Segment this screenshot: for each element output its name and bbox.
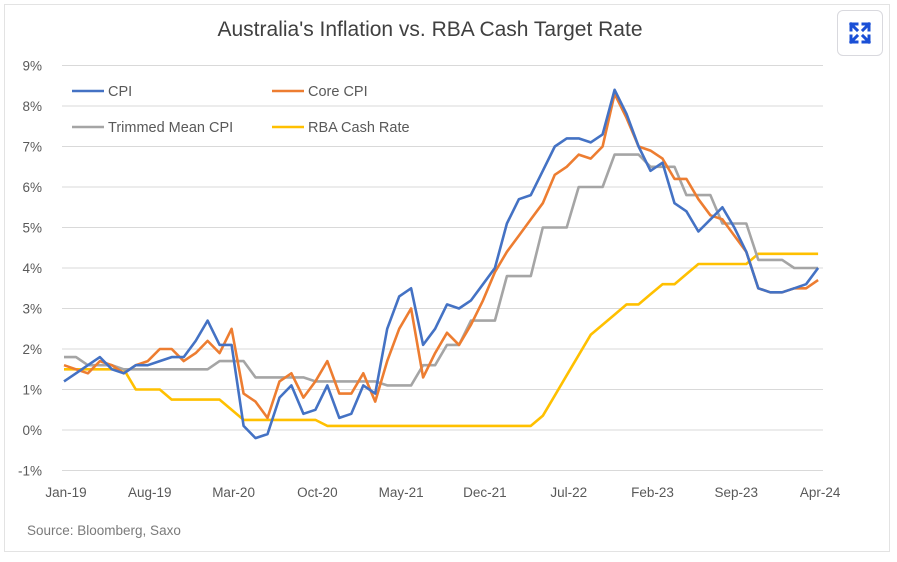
x-tick-label: Oct-20 xyxy=(297,485,338,500)
series-line-core-cpi xyxy=(63,92,819,420)
y-tick-label: 8% xyxy=(22,99,42,114)
y-tick-label: 2% xyxy=(22,342,42,357)
expand-button[interactable] xyxy=(837,10,883,56)
expand-icon xyxy=(848,21,872,45)
legend-label: Core CPI xyxy=(308,84,368,100)
series-line-trimmed-mean-cpi xyxy=(64,153,819,387)
x-tick-label: Jul-22 xyxy=(550,485,587,500)
x-tick-label: Jan-19 xyxy=(45,485,86,500)
y-tick-label: 5% xyxy=(22,221,42,236)
x-tick-label: Sep-23 xyxy=(715,485,759,500)
series-line-rba-cash-rate xyxy=(64,252,819,428)
series-line-cpi xyxy=(63,88,820,440)
y-tick-label: 4% xyxy=(22,261,42,276)
legend-label: RBA Cash Rate xyxy=(308,120,410,136)
x-tick-label: Feb-23 xyxy=(631,485,674,500)
y-tick-label: 1% xyxy=(22,383,42,398)
y-tick-label: 9% xyxy=(22,59,42,74)
legend-label: Trimmed Mean CPI xyxy=(108,120,233,136)
x-tick-label: May-21 xyxy=(379,485,424,500)
y-tick-label: -1% xyxy=(18,464,42,479)
y-tick-label: 6% xyxy=(22,180,42,195)
x-tick-label: Aug-19 xyxy=(128,485,172,500)
chart-card xyxy=(4,4,890,552)
legend-label: CPI xyxy=(108,84,132,100)
source-note: Source: Bloomberg, Saxo xyxy=(27,523,181,538)
y-tick-label: 7% xyxy=(22,140,42,155)
y-tick-label: 3% xyxy=(22,302,42,317)
x-tick-label: Apr-24 xyxy=(800,485,841,500)
x-tick-label: Mar-20 xyxy=(212,485,255,500)
y-tick-label: 0% xyxy=(22,423,42,438)
chart-title: Australia's Inflation vs. RBA Cash Targe… xyxy=(217,18,643,41)
x-tick-label: Dec-21 xyxy=(463,485,507,500)
